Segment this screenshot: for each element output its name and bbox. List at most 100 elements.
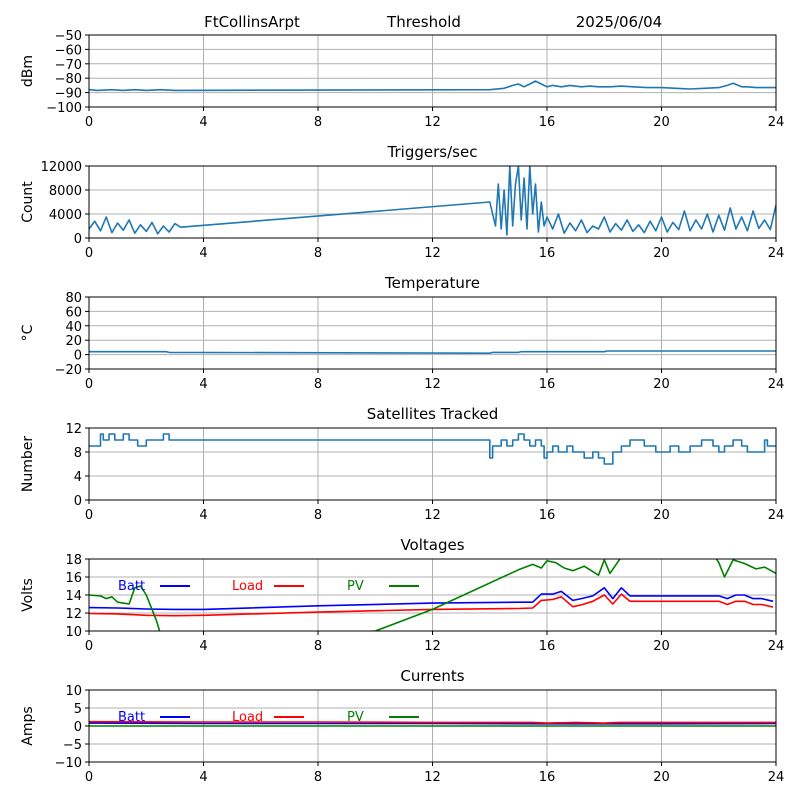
y-axis-label: dBm [20,55,36,87]
x-tick-label: 20 [653,770,670,785]
legend-label-pv: PV [347,710,364,725]
y-tick-label: 0 [74,720,82,735]
y-tick-label: 4 [74,470,82,485]
y-tick-label: −10 [55,756,82,771]
x-tick-label: 8 [314,115,322,130]
y-axis-label: Amps [20,706,36,745]
y-tick-label: −70 [55,58,82,73]
header-date: 2025/06/04 [576,13,662,31]
series-line-1 [89,350,776,354]
y-tick-label: 12 [65,422,82,437]
legend-label-batt: Batt [118,579,145,594]
y-tick-label: 10 [65,684,82,699]
y-tick-label: 18 [65,553,82,568]
x-tick-label: 20 [653,115,670,130]
x-tick-label: 12 [424,770,441,785]
x-tick-label: 24 [768,639,785,654]
x-tick-label: 8 [314,770,322,785]
header-station: FtCollinsArpt [204,13,300,31]
y-tick-label: 8 [74,446,82,461]
x-tick-label: 0 [85,639,93,654]
y-tick-label: 0 [74,494,82,509]
y-tick-label: 5 [74,702,82,717]
x-tick-label: 4 [199,639,207,654]
panel-4: 0 4 8 12 16 20 24 0 4 8 12 Number Satellites Tracked [20,405,784,523]
x-tick-label: 4 [199,508,207,523]
series-line-1 [89,166,776,236]
y-tick-label: 40 [65,320,82,335]
x-tick-label: 0 [85,377,93,392]
legend-label-load: Load [232,710,263,725]
x-tick-label: 12 [424,246,441,261]
series-line-1 [89,433,776,465]
panel-title: Voltages [400,536,464,554]
x-tick-label: 4 [199,246,207,261]
y-tick-label: 10 [65,625,82,640]
panel-title: Satellites Tracked [367,405,498,423]
x-tick-label: 8 [314,639,322,654]
x-tick-label: 16 [539,770,556,785]
panel-title: Temperature [384,274,480,292]
x-tick-label: 16 [539,508,556,523]
series-line-load [89,720,776,724]
series-line-pv [89,559,776,631]
x-tick-label: 12 [424,639,441,654]
x-tick-label: 0 [85,246,93,261]
y-tick-label: −90 [55,87,82,102]
x-tick-label: 0 [85,770,93,785]
x-tick-label: 12 [424,377,441,392]
y-tick-label: 0 [74,349,82,364]
x-tick-label: 12 [424,115,441,130]
x-tick-label: 12 [424,508,441,523]
panel-title: Currents [400,667,464,685]
panel-title: Triggers/sec [387,143,478,161]
y-axis-label: Number [20,436,36,492]
y-axis-label: Volts [20,578,36,612]
y-tick-label: −80 [55,72,82,87]
x-tick-label: 0 [85,115,93,130]
x-tick-label: 8 [314,508,322,523]
y-axis-label: Count [20,181,36,223]
y-tick-label: −100 [46,101,82,116]
x-tick-label: 16 [539,639,556,654]
series-line-load [89,593,774,617]
y-tick-label: 20 [65,334,82,349]
x-tick-label: 24 [768,115,785,130]
x-tick-label: 16 [539,246,556,261]
legend-label-load: Load [232,579,263,594]
y-tick-label: 12 [65,607,82,622]
x-tick-label: 20 [653,377,670,392]
y-tick-label: 12000 [41,160,82,175]
y-tick-label: −20 [55,363,82,378]
legend-label-batt: Batt [118,710,145,725]
y-tick-label: 0 [74,232,82,247]
x-tick-label: 16 [539,377,556,392]
series-line-1 [89,80,776,92]
x-tick-label: 4 [199,770,207,785]
x-tick-label: 24 [768,377,785,392]
header-mode: Threshold [386,13,461,31]
x-tick-label: 20 [653,639,670,654]
figure-header: FtCollinsArpt Threshold 2025/06/04 [204,13,662,31]
y-axis-label: °C [20,324,36,341]
y-tick-label: 80 [65,291,82,306]
x-tick-label: 8 [314,246,322,261]
series-line-batt [89,722,776,725]
panel-5: 0 4 8 12 16 20 24 10 12 14 16 18 Volts Voltages Batt Lo… [20,536,784,654]
y-tick-label: −60 [55,43,82,58]
x-tick-label: 20 [653,246,670,261]
x-tick-label: 24 [768,770,785,785]
y-tick-label: 60 [65,305,82,320]
panel-6: 0 4 8 12 16 20 24 −10 −5 0 5 10 Amps Currents Batt Load… [20,667,784,785]
series-line-batt [89,587,774,611]
x-tick-label: 20 [653,508,670,523]
x-tick-label: 24 [768,508,785,523]
legend-label-pv: PV [347,579,364,594]
panel-2: 0 4 8 12 16 20 24 0 4000 8000 12000 Count Triggers/s… [20,143,784,261]
x-tick-label: 0 [85,508,93,523]
y-tick-label: 8000 [49,184,82,199]
x-tick-label: 24 [768,246,785,261]
